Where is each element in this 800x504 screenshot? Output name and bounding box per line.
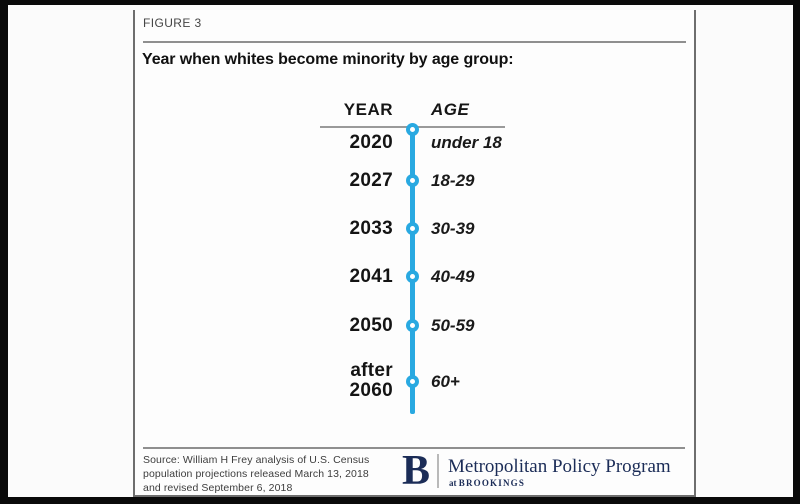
logo-tagline: at BROOKINGS bbox=[449, 478, 525, 488]
timeline-marker bbox=[406, 375, 419, 388]
timeline-marker bbox=[406, 222, 419, 235]
timeline-marker bbox=[406, 270, 419, 283]
year-column-header: YEAR bbox=[343, 100, 393, 119]
report-page: FIGURE 3 Year when whites become minorit… bbox=[8, 5, 793, 497]
source-line: population projections released March 13… bbox=[143, 468, 369, 480]
header-divider bbox=[143, 41, 686, 43]
timeline-marker bbox=[406, 174, 419, 187]
logo-divider bbox=[437, 454, 439, 488]
age-column-header: AGE bbox=[431, 100, 470, 119]
tagline-brookings: BROOKINGS bbox=[458, 478, 526, 488]
year-label: 2020 bbox=[349, 132, 393, 153]
timeline-marker bbox=[406, 123, 419, 136]
figure-title: Year when whites become minority by age … bbox=[142, 51, 514, 68]
year-label: 2027 bbox=[349, 170, 393, 191]
year-label: 2033 bbox=[349, 218, 393, 239]
age-label: 18-29 bbox=[431, 171, 475, 190]
figure-label: FIGURE 3 bbox=[143, 16, 202, 30]
age-label: 50-59 bbox=[431, 316, 475, 335]
age-label: 40-49 bbox=[431, 267, 475, 286]
year-label: 2041 bbox=[349, 266, 393, 287]
tagline-at: at bbox=[449, 478, 459, 488]
timeline-marker bbox=[406, 319, 419, 332]
age-label: 30-39 bbox=[431, 219, 475, 238]
footer-divider bbox=[143, 447, 685, 449]
age-label: 60+ bbox=[431, 372, 460, 391]
program-name: Metropolitan Policy Program bbox=[448, 456, 671, 477]
year-label: 2050 bbox=[349, 315, 393, 336]
source-line: and revised September 6, 2018 bbox=[143, 482, 293, 494]
year-label: after 2060 bbox=[349, 360, 393, 401]
brookings-b-logo: B bbox=[402, 448, 431, 494]
age-label: under 18 bbox=[431, 133, 502, 152]
source-note: Source: William H Frey analysis of U.S. … bbox=[143, 453, 369, 495]
source-line: Source: William H Frey analysis of U.S. … bbox=[143, 454, 370, 466]
